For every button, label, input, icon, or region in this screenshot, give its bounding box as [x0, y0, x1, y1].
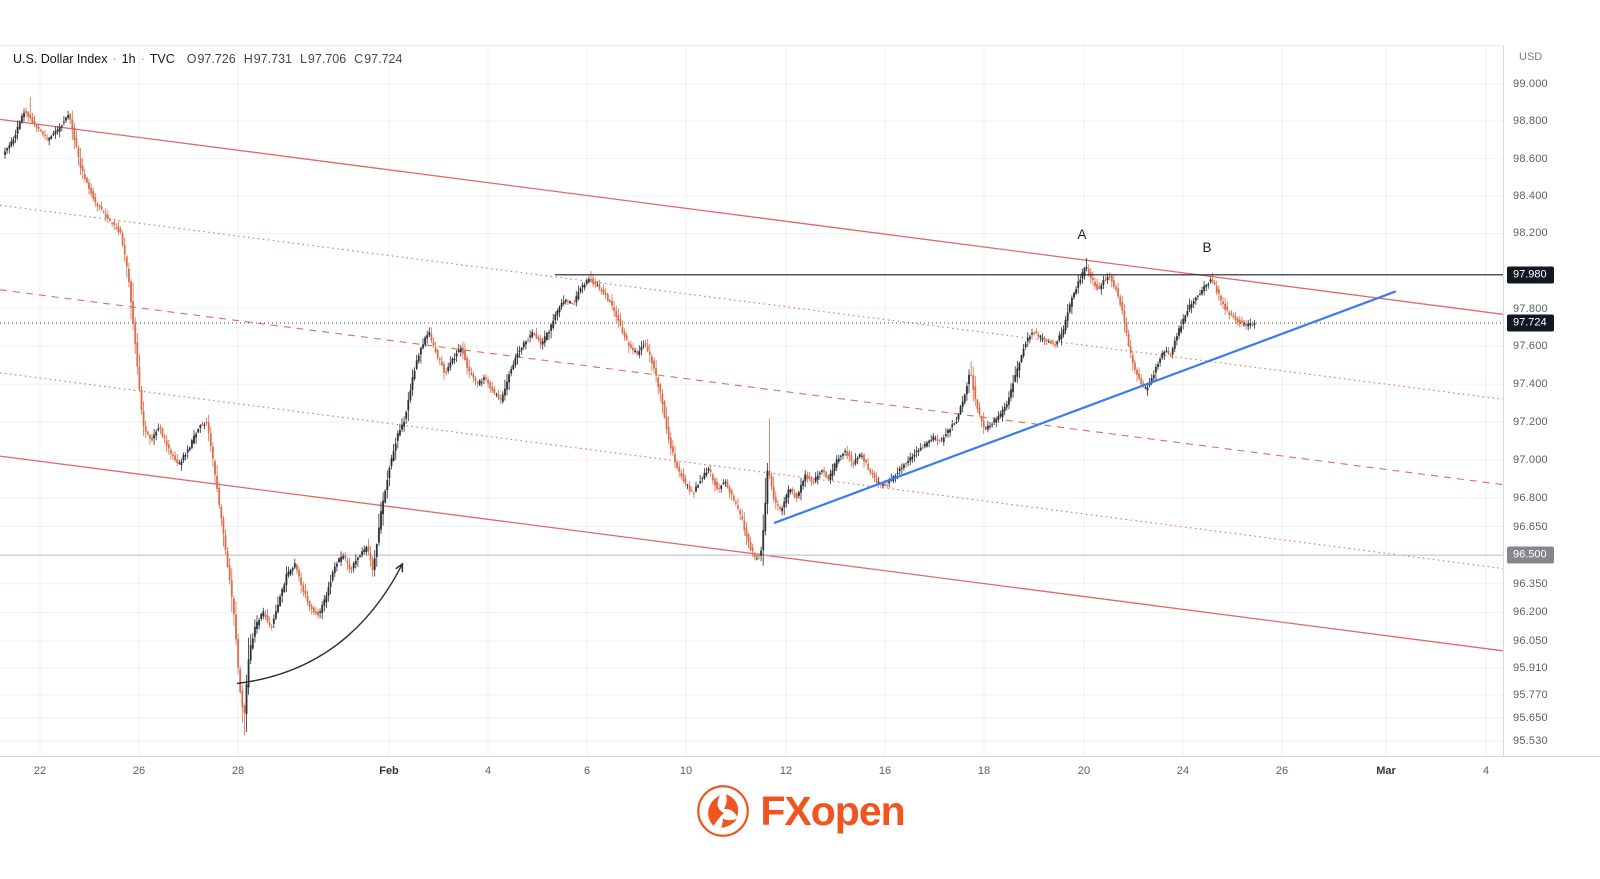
fxopen-logo: FXopen	[0, 779, 1600, 843]
price-tick-label: 96.050	[1513, 635, 1548, 648]
price-axis[interactable]: USD 99.000 98.800 98.600 98.400 98.200 97.800…	[1503, 45, 1600, 756]
candlestick-series[interactable]	[4, 97, 1256, 736]
time-tick-label: 12	[779, 765, 793, 777]
logo-fx-text: FX	[760, 787, 811, 834]
ascending-trendline[interactable]	[773, 290, 1397, 524]
price-tick-label: 98.200	[1513, 227, 1548, 240]
price-tick-label: 97.000	[1513, 453, 1548, 466]
price-tick-label: 96.800	[1513, 491, 1548, 504]
time-tick-label: 18	[977, 765, 991, 777]
time-tick-label: 22	[33, 765, 47, 777]
logo-open-text: open	[810, 787, 906, 834]
legend-separator: ·	[140, 52, 145, 66]
wave-label-a[interactable]: A	[1077, 227, 1086, 242]
price-tick-label: 97.800	[1513, 302, 1548, 315]
close-value: C97.724	[354, 52, 403, 66]
price-tick-label: 96.350	[1513, 577, 1548, 590]
wave-label-b[interactable]: B	[1202, 240, 1211, 255]
axis-currency-label: USD	[1519, 51, 1543, 63]
descending-channel-lines[interactable]	[0, 118, 1503, 652]
fxopen-emblem-icon	[697, 785, 750, 837]
open-value: O97.726	[186, 52, 236, 66]
high-value: H97.731	[243, 52, 292, 66]
price-tick-label: 97.400	[1513, 378, 1548, 391]
price-level-badge: 97.980	[1507, 266, 1554, 284]
time-tick-label: 26	[1275, 765, 1289, 777]
time-tick-label: 28	[231, 765, 245, 777]
price-tick-label: 98.600	[1513, 152, 1548, 165]
price-tick-label: 99.000	[1513, 78, 1548, 90]
price-tick-label: 95.530	[1513, 735, 1548, 748]
grid-lines	[0, 45, 1503, 756]
time-tick-label: Mar	[1376, 765, 1396, 777]
price-tick-label: 97.600	[1513, 340, 1548, 353]
legend-separator: ·	[112, 52, 117, 66]
symbol-title[interactable]: U.S. Dollar Index	[13, 52, 108, 66]
time-tick-label: 6	[583, 765, 591, 777]
time-tick-label: Feb	[379, 765, 399, 777]
low-value: L97.706	[299, 52, 347, 66]
price-tick-label: 97.200	[1513, 415, 1548, 428]
price-tick-label: 98.800	[1513, 115, 1548, 128]
time-tick-label: 26	[132, 765, 146, 777]
chart-top-border	[0, 45, 1600, 46]
fxopen-logo-text: FXopen	[760, 787, 906, 834]
chart-legend[interactable]: U.S. Dollar Index · 1h · TVC O97.726 H97.731 L9…	[13, 52, 410, 66]
price-level-badge: 96.500	[1507, 546, 1554, 564]
time-tick-label: 20	[1077, 765, 1091, 777]
price-tick-label: 95.910	[1513, 662, 1548, 675]
time-axis[interactable]: 22 26 28 Feb 4 6 10 12 16 18 20 24 26 Mar 4	[0, 756, 1600, 786]
price-tick-label: 95.650	[1513, 712, 1548, 725]
exchange-label: TVC	[149, 52, 175, 66]
time-tick-label: 16	[878, 765, 892, 777]
ohlc-values: O97.726 H97.731 L97.706 C97.724	[187, 52, 411, 66]
curved-arrow-annotation[interactable]	[236, 562, 404, 685]
time-tick-label: 4	[1482, 765, 1490, 777]
time-tick-label: 10	[679, 765, 693, 777]
price-level-badge: 97.724	[1507, 314, 1554, 332]
price-chart-canvas[interactable]: AB	[0, 0, 1503, 756]
price-tick-label: 98.400	[1513, 189, 1548, 202]
time-tick-label: 4	[484, 765, 492, 777]
time-tick-label: 24	[1176, 765, 1190, 777]
interval-label[interactable]: 1h	[121, 52, 136, 66]
price-tick-label: 95.770	[1513, 688, 1548, 701]
price-tick-label: 96.200	[1513, 606, 1548, 619]
price-tick-label: 96.650	[1513, 520, 1548, 533]
